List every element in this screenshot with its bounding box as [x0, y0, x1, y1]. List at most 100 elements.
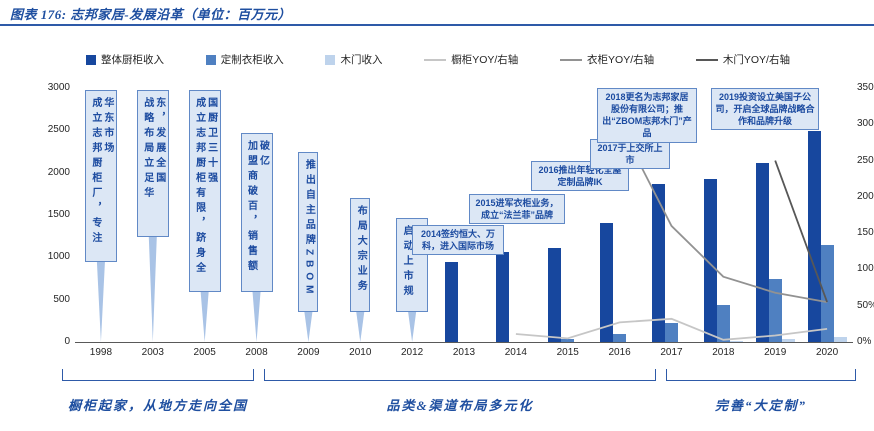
- milestone-callout-2019: 2019投资设立美国子公司，开启全球品牌战略合作和品牌升级: [711, 88, 819, 131]
- legend-item-定制衣柜收入: 定制衣柜收入: [205, 52, 284, 67]
- milestone-callout-tail-2003: [148, 237, 157, 342]
- yoy-line-橱柜YOY/右轴: [515, 317, 828, 341]
- legend-item-橱柜YOY/右轴: 橱柜YOY/右轴: [424, 52, 518, 67]
- x-axis-label-2009: 2009: [297, 347, 320, 358]
- legend-item-木门YOY/右轴: 木门YOY/右轴: [695, 52, 790, 67]
- bar-定制衣柜收入-2018: [716, 304, 730, 342]
- milestone-callout-2010: 布局大宗业务: [350, 198, 371, 312]
- legend-label: 整体厨柜收入: [101, 54, 164, 66]
- bar-定制衣柜收入-2019: [768, 279, 782, 342]
- right-axis-tick: 0%: [857, 336, 872, 347]
- right-axis-tick: 200%: [857, 190, 874, 202]
- bar-木门收入-2018: [729, 341, 743, 342]
- bar-整体厨柜收入-2017: [651, 183, 665, 342]
- milestone-callout-tail-2010: [356, 312, 365, 342]
- milestone-callout-tail-2009: [304, 312, 313, 342]
- milestone-callout-tail-2012: [408, 312, 417, 342]
- milestone-callout-tail-2005: [200, 292, 209, 342]
- legend-line-swatch: [695, 58, 718, 61]
- yoy-line-衣柜YOY/右轴: [618, 123, 828, 303]
- bar-定制衣柜收入-2016: [613, 334, 627, 342]
- milestone-callout-2005: 成立志邦厨柜有限，跻身全国厨卫三十强: [188, 90, 221, 292]
- left-axis-tick: 1000: [47, 251, 70, 263]
- x-axis-label-2017: 2017: [660, 347, 683, 358]
- right-axis-tick: 350%: [857, 82, 874, 93]
- bar-整体厨柜收入-2019: [755, 163, 769, 342]
- milestone-callout-tail-2008: [252, 292, 261, 342]
- legend-label: 木门收入: [340, 54, 383, 66]
- milestone-callout-2015: 2015进军衣柜业务，成立“法兰菲”品牌: [469, 194, 565, 225]
- right-axis-tick: 150%: [857, 227, 874, 239]
- figure-title: 图表 176: 志邦家居-发展沿革（单位：百万元）: [10, 7, 292, 22]
- x-axis-label-2019: 2019: [764, 347, 787, 358]
- chart-legend: 整体厨柜收入 定制衣柜收入 木门收入 橱柜YOY/右轴 衣柜YOY/右轴 木门YOY/右轴: [86, 52, 790, 67]
- right-axis-tick: 250%: [857, 154, 874, 166]
- x-axis-label-2005: 2005: [193, 347, 216, 358]
- right-axis-tick: 100%: [857, 263, 874, 275]
- x-axis-label-2016: 2016: [608, 347, 631, 358]
- x-axis-label-2014: 2014: [504, 347, 527, 358]
- x-axis-label-2012: 2012: [401, 347, 424, 358]
- bar-整体厨柜收入-2015: [548, 248, 562, 342]
- yoy-line-木门YOY/右轴: [774, 160, 828, 303]
- x-axis-label-2015: 2015: [556, 347, 579, 358]
- x-axis-line: [75, 342, 853, 343]
- phase-bracket-2: [264, 369, 656, 381]
- left-axis-tick: 2500: [47, 124, 70, 136]
- left-axis-tick: 1500: [47, 209, 70, 220]
- bar-定制衣柜收入-2017: [664, 322, 678, 342]
- milestone-callout-2003: 战略布局立足华东，发展全国: [136, 90, 169, 237]
- bar-整体厨柜收入-2020: [807, 131, 821, 342]
- legend-line-swatch: [424, 58, 447, 61]
- legend-item-整体厨柜收入: 整体厨柜收入: [86, 52, 164, 67]
- legend-label: 衣柜YOY/右轴: [587, 54, 655, 66]
- left-axis-tick: 2000: [47, 166, 70, 178]
- right-axis-tick: 300%: [857, 118, 874, 130]
- x-axis-label-2020: 2020: [815, 347, 839, 358]
- left-axis-tick: 0: [64, 336, 70, 347]
- bar-定制衣柜收入-2015: [561, 339, 575, 342]
- x-axis-label-2013: 2013: [452, 347, 476, 358]
- bar-整体厨柜收入-2013: [444, 261, 458, 342]
- milestone-callout-2014: 2014签约恒大、万科，进入国际市场: [412, 225, 504, 256]
- legend-item-木门收入: 木门收入: [325, 52, 382, 67]
- milestone-callout-2017: 2017于上交所上市: [590, 139, 670, 170]
- title-divider-line: [0, 24, 874, 26]
- milestone-callout-tail-1998: [96, 262, 105, 342]
- legend-bar-swatch: [86, 54, 96, 65]
- bar-定制衣柜收入-2020: [820, 245, 834, 342]
- legend-label: 定制衣柜收入: [220, 54, 284, 66]
- x-axis-label-2008: 2008: [245, 347, 268, 358]
- milestone-callout-2008: 加盟商破百，销售额破亿: [240, 133, 273, 292]
- legend-label: 木门YOY/右轴: [722, 54, 790, 66]
- legend-bar-swatch: [325, 54, 336, 65]
- bar-整体厨柜收入-2014: [496, 252, 510, 342]
- x-axis-label-1998: 1998: [89, 347, 113, 358]
- left-axis-tick: 3000: [47, 82, 70, 93]
- bar-木门收入-2020: [833, 337, 847, 342]
- bar-木门收入-2019: [781, 339, 795, 342]
- milestone-callout-2009: 推出自主品牌ZBOM: [298, 152, 319, 312]
- milestone-callout-2018: 2018更名为志邦家居股份有限公司；推出“ZBOM志邦木门”产品: [597, 88, 697, 143]
- x-axis-label-2010: 2010: [349, 347, 372, 358]
- bar-整体厨柜收入-2018: [703, 178, 717, 342]
- milestone-callout-1998: 成立志邦厨柜厂，专注华东市场: [84, 90, 117, 262]
- phase-bracket-1: [62, 369, 254, 381]
- bar-整体厨柜收入-2016: [600, 222, 614, 342]
- phase-label-2: 品类&渠道布局多元化: [386, 398, 534, 413]
- phase-label-3: 完善“大定制”: [714, 398, 808, 413]
- legend-bar-swatch: [205, 54, 216, 65]
- right-axis-tick: 50%: [857, 299, 874, 311]
- x-axis-label-2003: 2003: [141, 347, 164, 358]
- phase-bracket-3: [666, 369, 856, 381]
- legend-item-衣柜YOY/右轴: 衣柜YOY/右轴: [560, 52, 654, 67]
- left-axis-tick: 500: [53, 293, 70, 305]
- phase-label-1: 橱柜起家，从地方走向全国: [67, 398, 249, 413]
- x-axis-label-2018: 2018: [712, 347, 735, 358]
